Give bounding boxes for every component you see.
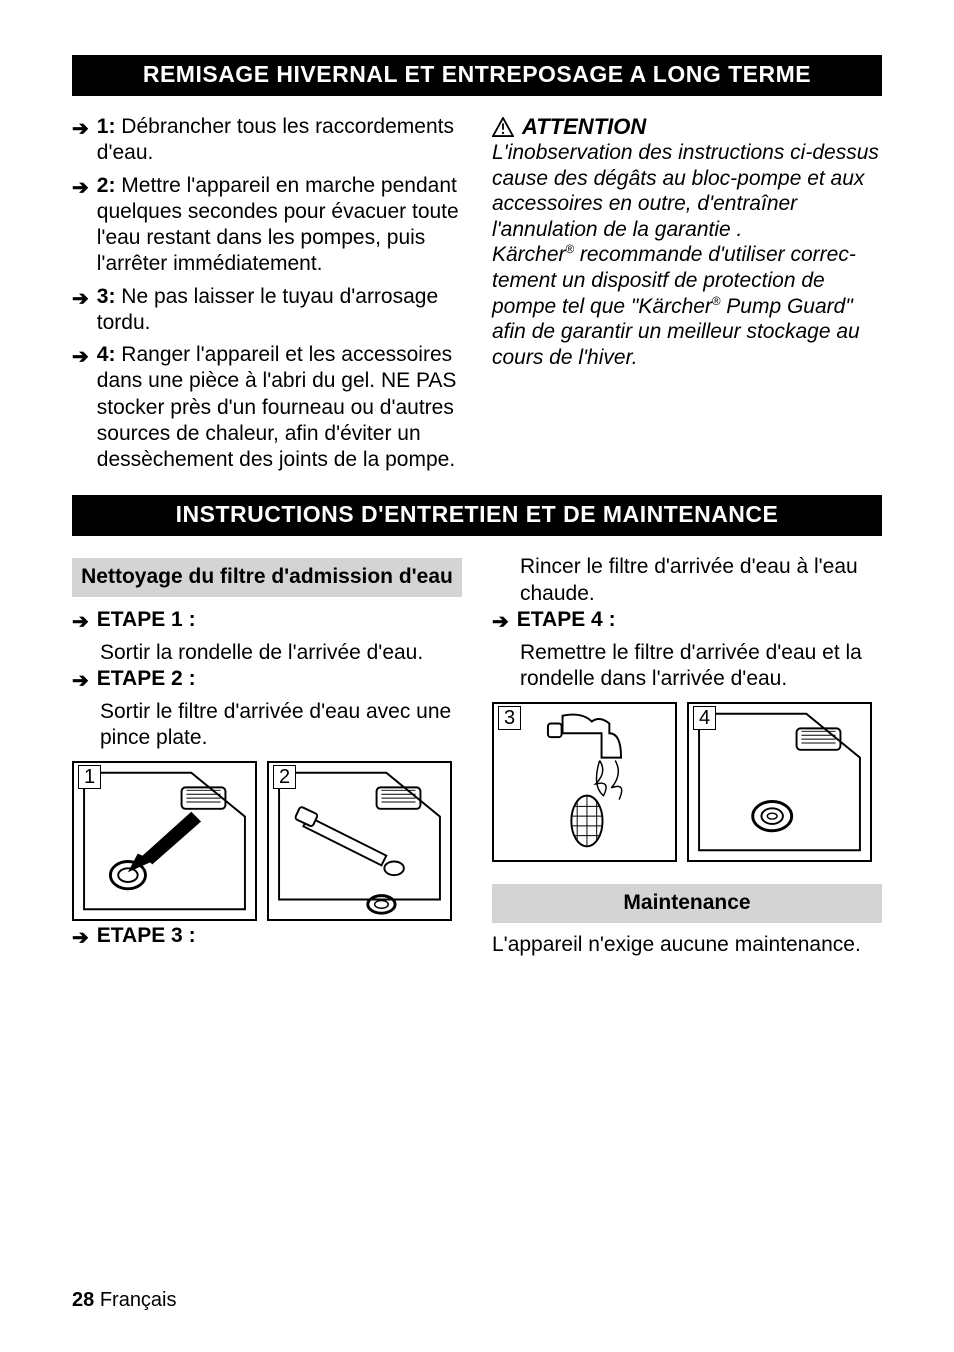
etape-1-text: Sortir la rondelle de l'arrivée d'eau. xyxy=(100,640,462,666)
maintenance-text: L'appareil n'exige aucune maintenance. xyxy=(492,933,882,957)
etape-4: ➔ ETAPE 4 : xyxy=(492,607,882,634)
etape-3: ➔ ETAPE 3 : xyxy=(72,923,462,950)
arrow-icon: ➔ xyxy=(72,284,97,337)
storage-step-4: ➔ 4: Ranger l'appareil et les accessoi­r… xyxy=(72,342,462,473)
figure-3: 3 xyxy=(492,702,677,862)
figure-number: 3 xyxy=(498,706,521,730)
arrow-icon: ➔ xyxy=(72,607,97,634)
step-text: Mettre l'appareil en marche pen­dant que… xyxy=(97,174,459,276)
arrow-icon: ➔ xyxy=(72,173,97,278)
step-label: 4: xyxy=(97,343,116,366)
warning-triangle-icon xyxy=(492,117,514,137)
figure-pair-3-4: 3 4 xyxy=(492,702,882,862)
step-label: ETAPE 3 : xyxy=(97,924,196,947)
figure-pair-1-2: 1 2 xyxy=(72,761,462,921)
subheading-filter-clean: Nettoyage du filtre d'admission d'eau xyxy=(72,558,462,596)
etape-2: ➔ ETAPE 2 : xyxy=(72,666,462,693)
etape-1: ➔ ETAPE 1 : xyxy=(72,607,462,634)
step-text: Débrancher tous les raccorde­ments d'eau… xyxy=(97,115,454,164)
step-label: ETAPE 2 : xyxy=(97,667,196,690)
storage-step-1: ➔ 1: Débrancher tous les raccorde­ments … xyxy=(72,114,462,167)
step-label: 1: xyxy=(97,115,116,138)
step-label: 2: xyxy=(97,174,116,197)
page-footer: 28 Français xyxy=(72,1289,177,1312)
figure-1: 1 xyxy=(72,761,257,921)
etape-3-text: Rincer le filtre d'arrivée d'eau à l'eau… xyxy=(520,554,882,607)
etape-4-text: Remettre le filtre d'arrivée d'eau et la… xyxy=(520,640,882,693)
attention-body-1: L'inobservation des instructions ci-des­… xyxy=(492,140,882,242)
arrow-icon: ➔ xyxy=(72,342,97,473)
storage-step-2: ➔ 2: Mettre l'appareil en marche pen­dan… xyxy=(72,173,462,278)
step-label: ETAPE 1 : xyxy=(97,608,196,631)
page-number: 28 xyxy=(72,1289,94,1311)
step-text: Ne pas laisser le tuyau d'arrosage tordu… xyxy=(97,285,438,334)
figure-number: 4 xyxy=(693,706,716,730)
arrow-icon: ➔ xyxy=(72,923,97,950)
page-language: Français xyxy=(100,1289,177,1311)
arrow-icon: ➔ xyxy=(492,607,517,634)
figure-4: 4 xyxy=(687,702,872,862)
attention-heading: ATTENTION xyxy=(492,114,882,140)
step-text: Ranger l'appareil et les accessoi­res da… xyxy=(97,343,457,471)
storage-columns: ➔ 1: Débrancher tous les raccorde­ments … xyxy=(72,114,882,473)
figure-number: 1 xyxy=(78,765,101,789)
arrow-icon: ➔ xyxy=(72,666,97,693)
subheading-maintenance: Maintenance xyxy=(492,884,882,922)
attention-label: ATTENTION xyxy=(522,114,646,140)
figure-number: 2 xyxy=(273,765,296,789)
section-title-maintenance: INSTRUCTIONS D'ENTRETIEN ET DE MAINTENAN… xyxy=(72,495,882,536)
etape-2-text: Sortir le filtre d'arrivée d'eau avec un… xyxy=(100,699,462,752)
section-title-storage: REMISAGE HIVERNAL ET ENTREPOSAGE A LONG … xyxy=(72,55,882,96)
step-label: ETAPE 4 : xyxy=(517,608,616,631)
maintenance-columns: Nettoyage du filtre d'admission d'eau ➔ … xyxy=(72,554,882,956)
step-label: 3: xyxy=(97,285,116,308)
arrow-icon: ➔ xyxy=(72,114,97,167)
figure-2: 2 xyxy=(267,761,452,921)
attention-body-2: Kärcher® recommande d'utiliser correc­te… xyxy=(492,242,882,370)
storage-step-3: ➔ 3: Ne pas laisser le tuyau d'arrosage … xyxy=(72,284,462,337)
